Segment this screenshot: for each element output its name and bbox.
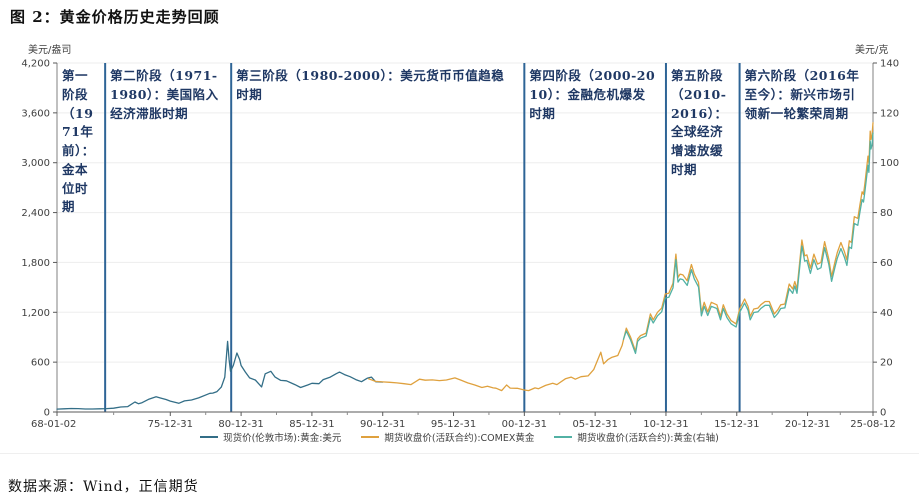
left-axis-tick-label: 3,600 [21,108,50,119]
right-axis-tick-label: 60 [880,258,893,269]
x-axis-tick-label: 95-12-31 [431,419,476,430]
legend-item-2: 期货收盘价(活跃合约):COMEX黄金 [361,430,534,444]
series-line-2 [622,132,874,355]
chart-legend: 现货价(伦敦市场):黄金:美元 期货收盘价(活跃合约):COMEX黄金 期货收盘价(… [0,430,919,444]
left-axis-tick-label: 0 [44,408,50,419]
right-axis-tick-label: 140 [880,59,899,70]
x-axis-tick-label: 85-12-31 [289,419,334,430]
left-axis-tick-label: 2,400 [21,208,50,219]
right-axis-tick-label: 40 [880,308,893,319]
divider-rule [0,453,919,454]
left-axis-tick-label: 4,200 [21,59,50,70]
right-axis-tick-label: 80 [880,208,893,219]
legend-item-1: 现货价(伦敦市场):黄金:美元 [200,430,341,444]
x-axis-tick-label: 80-12-31 [218,419,263,430]
legend-label: 期货收盘价(活跃合约):COMEX黄金 [384,433,535,444]
left-axis-tick-label: 3,000 [21,158,50,169]
left-axis-tick-label: 1,200 [21,308,50,319]
x-axis-tick-label: 68-01-02 [31,419,76,430]
page-title: 图 2：黄金价格历史走势回顾 [10,8,220,26]
series-line-1 [367,122,874,392]
x-axis-tick-label: 90-12-31 [360,419,405,430]
legend-line-swatch [200,436,219,438]
x-axis-tick-label: 25-08-12 [850,419,895,430]
legend-label: 期货收盘价(活跃合约):黄金(右轴) [577,433,719,444]
right-axis-tick-label: 0 [880,408,886,419]
legend-line-swatch [554,436,573,438]
x-axis-tick-label: 20-12-31 [785,419,830,430]
x-axis-tick-label: 75-12-31 [148,419,193,430]
legend-label: 现货价(伦敦市场):黄金:美元 [223,433,342,444]
phase-note-2: 第二阶段（1971-1980）：美国陷入经济滞胀时期 [110,68,219,121]
phase-note-6: 第六阶段（2016年至今）：新兴市场引领新一轮繁荣周期 [744,68,860,121]
price-chart: 4,2003,6003,0002,4001,8001,2006000140120… [21,59,899,431]
left-axis-unit-label: 美元/盎司 [28,45,72,56]
right-axis-unit-label: 美元/克 [855,45,889,56]
right-axis-tick-label: 120 [880,108,899,119]
left-axis-tick-label: 600 [31,358,50,369]
x-axis-tick-label: 10-12-31 [643,419,688,430]
left-axis-tick-label: 1,800 [21,258,50,269]
x-axis-tick-label: 05-12-31 [572,419,617,430]
series-line-0 [56,340,384,410]
data-source: 数据来源：Wind，正信期货 [8,479,199,495]
right-axis-tick-label: 20 [880,358,893,369]
x-axis-tick-label: 15-12-31 [714,419,759,430]
x-axis-tick-label: 00-12-31 [502,419,547,430]
right-axis-tick-label: 100 [880,158,899,169]
phase-note-5: 第五阶段（2010-2016）：全球经济增速放缓时期 [670,68,728,177]
legend-line-swatch [361,436,380,438]
phase-note-1: 第一阶段（1971年前）：金本位时期 [62,68,95,215]
phase-note-3: 第三阶段（1980-2000）：美元货币币值趋稳时期 [236,68,505,102]
phase-note-4: 第四阶段（2000-2010）：金融危机爆发时期 [529,68,656,121]
legend-item-3: 期货收盘价(活跃合约):黄金(右轴) [554,430,719,444]
